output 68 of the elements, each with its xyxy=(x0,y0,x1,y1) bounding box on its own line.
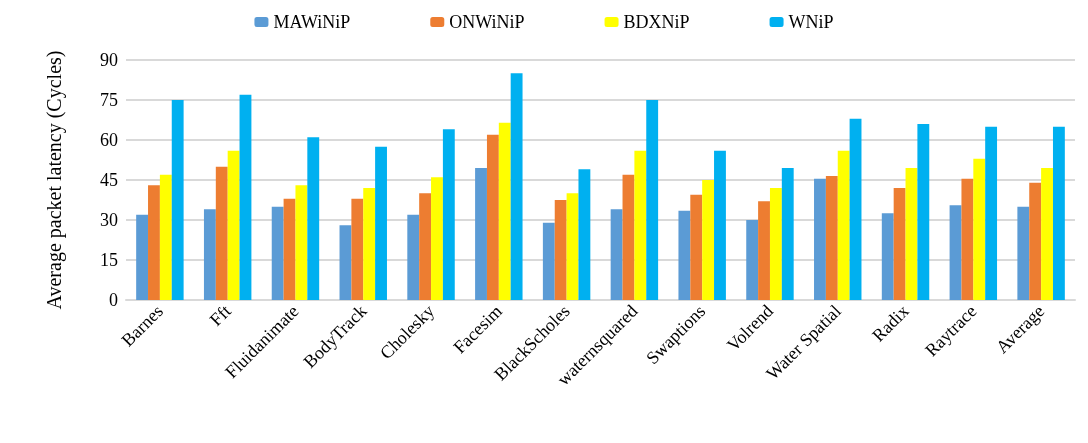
bar xyxy=(215,166,228,300)
y-tick-label: 75 xyxy=(100,90,118,110)
bar xyxy=(475,168,487,300)
y-tick-label: 45 xyxy=(100,170,118,190)
bar xyxy=(1029,182,1042,300)
bar xyxy=(814,178,826,300)
bar xyxy=(159,174,172,300)
bar xyxy=(510,73,523,300)
bar xyxy=(917,124,930,300)
bar xyxy=(554,200,567,300)
y-tick-label: 15 xyxy=(100,250,118,270)
bar xyxy=(837,150,850,300)
bar xyxy=(171,100,184,300)
bar xyxy=(498,122,511,300)
bar xyxy=(148,185,160,300)
legend-label: MAWiNiP xyxy=(273,12,351,32)
bar xyxy=(881,213,894,300)
bar xyxy=(375,146,387,300)
legend-label: WNiP xyxy=(788,12,834,32)
bar xyxy=(542,222,555,300)
bar xyxy=(702,180,715,300)
y-tick-label: 0 xyxy=(109,290,118,310)
legend-label: ONWiNiP xyxy=(449,12,525,32)
bar xyxy=(781,168,794,300)
bar xyxy=(363,188,376,300)
y-axis-title: Average packet latency (Cycles) xyxy=(43,50,66,310)
bar xyxy=(690,194,703,300)
legend-label: BDXNiP xyxy=(623,12,690,32)
bar xyxy=(486,134,499,300)
bar xyxy=(1017,206,1030,300)
bar xyxy=(634,150,647,300)
bar xyxy=(610,209,623,300)
bar xyxy=(307,137,320,300)
bar xyxy=(351,198,364,300)
bar xyxy=(949,205,962,300)
y-tick-label: 30 xyxy=(100,210,118,230)
bar xyxy=(419,193,432,300)
bar xyxy=(295,185,308,300)
bar xyxy=(622,174,635,300)
bar xyxy=(566,193,579,300)
bar xyxy=(431,177,443,300)
bar xyxy=(1041,168,1053,300)
bar xyxy=(646,100,659,300)
bar xyxy=(578,169,591,300)
y-tick-label: 60 xyxy=(100,130,118,150)
bar xyxy=(714,150,726,300)
bar xyxy=(283,198,296,300)
bar xyxy=(758,201,770,300)
bar xyxy=(136,214,149,300)
bar xyxy=(905,168,918,300)
bar xyxy=(825,176,838,300)
bar xyxy=(271,206,284,300)
bar xyxy=(961,178,974,300)
y-tick-label: 90 xyxy=(100,50,118,70)
bar xyxy=(678,210,691,300)
bar xyxy=(973,158,986,300)
bar xyxy=(203,209,216,300)
bar xyxy=(769,188,782,300)
bar xyxy=(239,94,252,300)
bar xyxy=(227,150,240,300)
bar xyxy=(985,126,998,300)
bar xyxy=(442,129,455,300)
bar xyxy=(339,225,352,300)
bar xyxy=(1052,126,1065,300)
bar xyxy=(849,118,862,300)
bar xyxy=(893,188,906,300)
bar xyxy=(407,214,420,300)
bar xyxy=(746,220,759,300)
